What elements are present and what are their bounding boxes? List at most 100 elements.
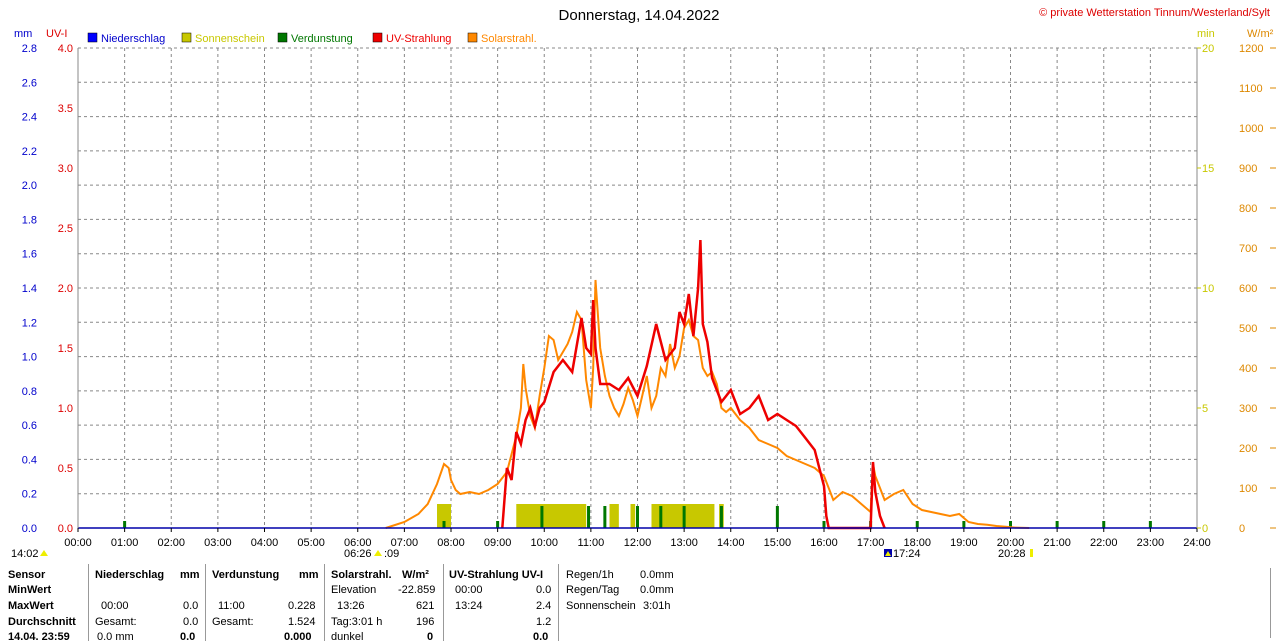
scroll-indicator[interactable] [1270,568,1271,638]
mm-tick-label: 2.2 [22,146,37,158]
solar-max-val: 621 [416,600,435,612]
mm-tick-label: 1.2 [22,317,37,329]
x-tick-label: 03:00 [204,537,232,549]
uvi-axis-label: UV-I [46,28,67,40]
mm-tick-label: 2.8 [22,43,37,55]
mm-tick-label: 0.8 [22,386,37,398]
mm-tick-label: 1.6 [22,249,37,261]
evaporation-mark [540,506,544,528]
chart-grid [78,47,1197,528]
evaporation-mark [123,521,127,528]
x-tick-label: 11:00 [578,537,605,549]
x-tick-label: 14:00 [717,537,745,549]
stats-divider [205,564,206,641]
x-tick-label: 22:00 [1090,537,1118,549]
regen-tag-val: 0.0mm [640,584,674,596]
uvi-tick-label: 4.0 [58,43,73,55]
x-tick-label: 24:00 [1183,537,1211,549]
sunshine-bar [651,504,666,528]
sun-markers: 14:02 06:26 :09 17:24 20:28 [11,548,1033,560]
regen-tag-label: Regen/Tag [566,584,620,596]
x-tick-label: 02:00 [157,537,185,549]
mm-tick-label: 0.0 [22,523,37,535]
mm-tick-label: 0.4 [22,454,37,466]
elevation-val: -22.859 [398,584,436,596]
x-tick-label: 10:00 [530,537,558,549]
legend-label: Verdunstung [291,33,353,45]
stats-divider [324,564,325,641]
statistics-table: Sensor MinWert MaxWert Durchschnitt 14.0… [0,564,1280,643]
nieder-max-val: 0.0 [183,600,199,612]
uvi-tick-label: 2.5 [58,223,73,235]
min-axis-label: min [1197,28,1215,40]
sunshine-bar [609,504,619,528]
x-tick-label: 00:00 [64,537,92,549]
mm-tick-label: 2.6 [22,77,37,89]
wm2-tick-label: 1100 [1239,83,1263,95]
x-tick-label: 17:00 [857,537,885,549]
nieder-last-val2: 0.0 [180,631,196,643]
verd-last-val: 0.000 [284,631,312,643]
evaporation-mark [682,506,686,528]
x-tick-label: 07:00 [391,537,419,549]
solar-unit: W/m² [402,569,429,581]
sunshine-bar [437,504,451,528]
min-tick-label: 5 [1202,403,1208,415]
elevation-label: Elevation [331,584,377,596]
uv-last-val: 0.0 [533,631,549,643]
wm2-tick-label: 900 [1239,163,1257,175]
sunshine-bar [665,504,715,528]
mm-tick-label: 1.0 [22,352,37,364]
verd-gesamt-label: Gesamt: [212,616,254,628]
wm2-tick-label: 700 [1239,243,1257,255]
wm2-tick-label: 500 [1239,323,1257,335]
verd-max-val: 0.228 [288,600,316,612]
verd-unit: mm [299,569,319,581]
evaporation-mark [1009,521,1012,528]
x-tick-label: 09:00 [484,537,512,549]
evaporation-mark [719,506,723,528]
solar-dunkel-label: dunkel [331,631,364,643]
uv-max-val: 2.4 [536,600,552,612]
nieder-header: Niederschlag [95,569,165,581]
legend-label: Solarstrahl. [481,33,537,45]
wm2-tick-label: 400 [1239,363,1257,375]
evaporation-mark [603,506,607,528]
axis-ticks: 00:00 01:00 02:00 03:00 04:00 05:00 06:00 07:00… [22,43,1276,549]
uv-radiation-line [501,239,886,530]
evaporation-mark [587,506,591,528]
mm-tick-label: 0.2 [22,489,37,501]
uvi-tick-label: 2.0 [58,283,73,295]
wm2-tick-label: 200 [1239,443,1257,455]
x-tick-label: 04:00 [251,537,279,549]
sunset-marker-icon [1030,549,1033,557]
uv-min-time: 00:00 [455,584,483,596]
legend-swatch [372,32,383,43]
regen-1h-label: Regen/1h [566,569,614,581]
evaporation-mark [962,521,966,528]
wm2-tick-label: 300 [1239,403,1257,415]
regen-1h-val: 0.0mm [640,569,674,581]
uv-header: UV-Strahlung UV-I [449,569,544,581]
mm-tick-label: 1.8 [22,214,37,226]
evaporation-mark [915,521,919,528]
min-tick-label: 10 [1202,283,1214,295]
stats-divider [88,564,89,641]
legend-swatch [87,32,98,43]
wm2-tick-label: 1200 [1239,43,1263,55]
verd-gesamt-val: 1.524 [288,616,316,628]
solar-dunkel-val: 0 [427,631,434,643]
legend-swatch [181,32,192,43]
solar-tag-label: Tag:3:01 h [331,616,383,628]
x-tick-label: 12:00 [624,537,652,549]
solar-tag-val: 196 [416,616,435,628]
evaporation-mark [822,521,826,528]
x-tick-label: 05:00 [297,537,325,549]
uvi-tick-label: 3.0 [58,163,73,175]
evaporation-mark [1102,521,1106,528]
sunset-label: 20:28 [998,548,1026,560]
moon-marker-inner-icon [885,551,891,556]
sunrise-sub-label: :09 [384,548,399,560]
verd-header: Verdunstung [212,569,280,581]
solar-radiation-line [385,279,1030,529]
